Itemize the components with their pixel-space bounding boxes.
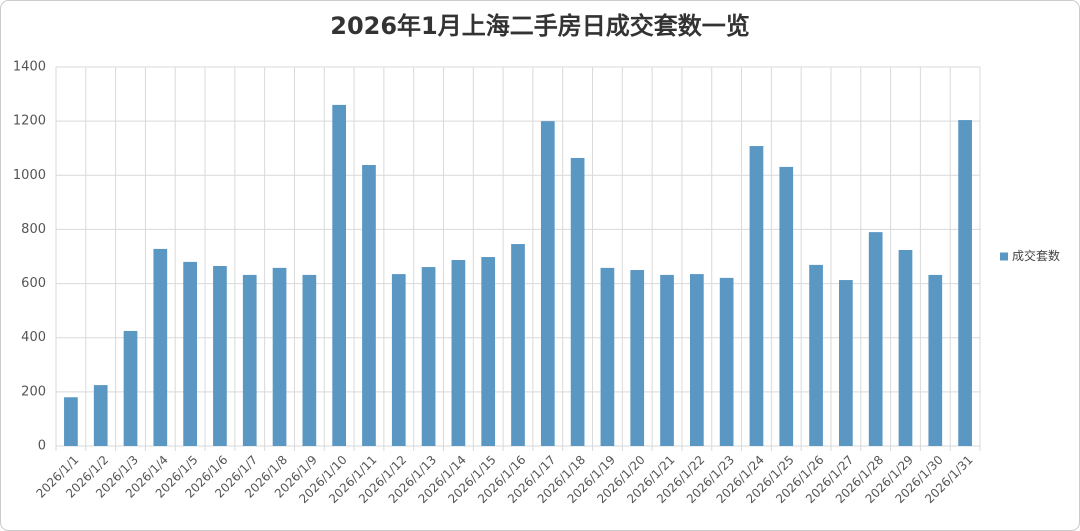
legend-label: 成交套数: [1012, 248, 1060, 263]
y-tick-label: 800: [21, 222, 46, 237]
bar: [779, 166, 794, 447]
bar: [898, 250, 913, 446]
bar: [93, 385, 108, 446]
bar: [839, 280, 853, 446]
bar: [749, 146, 764, 446]
bar: [540, 121, 555, 447]
y-tick-label: 1000: [13, 168, 46, 183]
bar: [451, 260, 466, 446]
bar: [272, 267, 287, 446]
bar: [302, 274, 317, 446]
y-tick-label: 1400: [13, 60, 46, 75]
bar: [660, 274, 674, 446]
bar: [64, 397, 78, 446]
bar: [511, 244, 525, 446]
bar: [630, 270, 645, 446]
bar: [123, 330, 138, 446]
bar: [958, 120, 972, 446]
bar: [153, 248, 168, 446]
bar: [570, 157, 585, 446]
legend-swatch: [1000, 252, 1008, 261]
bar: [242, 274, 257, 446]
bar: [928, 274, 943, 446]
y-tick-label: 1200: [13, 114, 46, 129]
bar: [689, 274, 704, 446]
bar: [183, 261, 197, 446]
chart-title: 2026年1月上海二手房日成交套数一览: [330, 12, 750, 40]
y-tick-label: 200: [21, 384, 46, 399]
bar: [481, 257, 496, 446]
y-tick-label: 600: [21, 276, 46, 291]
bar: [362, 164, 376, 446]
bar: [421, 267, 436, 446]
y-tick-label: 400: [21, 330, 46, 345]
bar: [332, 104, 347, 447]
bar: [809, 264, 823, 446]
bar: [391, 274, 406, 446]
bar: [719, 277, 734, 446]
y-tick-label: 0: [38, 439, 46, 454]
bar: [213, 265, 227, 446]
bar: [868, 232, 883, 446]
bar: [600, 267, 615, 446]
